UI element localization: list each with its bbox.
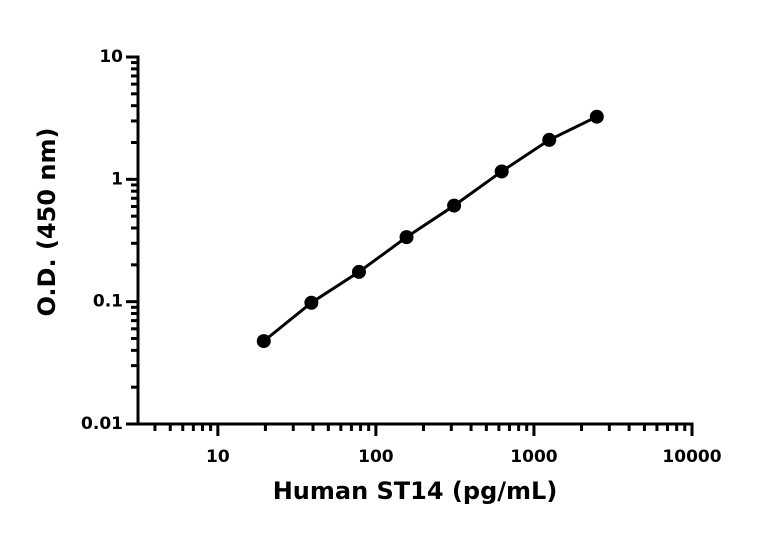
- data-point: [494, 164, 509, 179]
- data-point: [351, 264, 366, 279]
- x-axis-title: Human ST14 (pg/mL): [273, 477, 558, 505]
- data-point: [256, 334, 271, 349]
- y-tick-label: 0.01: [81, 414, 123, 434]
- data-point: [589, 109, 604, 124]
- x-tick-label: 100: [358, 447, 394, 467]
- data-point: [399, 230, 414, 245]
- y-tick-label: 1: [111, 169, 123, 189]
- data-point: [304, 295, 319, 310]
- y-tick-label: 10: [99, 47, 123, 67]
- series-line: [262, 115, 598, 343]
- x-tick-label: 10: [206, 447, 230, 467]
- x-tick-label: 10000: [662, 447, 721, 467]
- y-axis-title: O.D. (450 nm): [33, 128, 61, 317]
- y-tick-label: 0.1: [93, 292, 123, 312]
- x-tick-label: 1000: [510, 447, 557, 467]
- data-point: [542, 132, 557, 147]
- data-point: [447, 198, 462, 213]
